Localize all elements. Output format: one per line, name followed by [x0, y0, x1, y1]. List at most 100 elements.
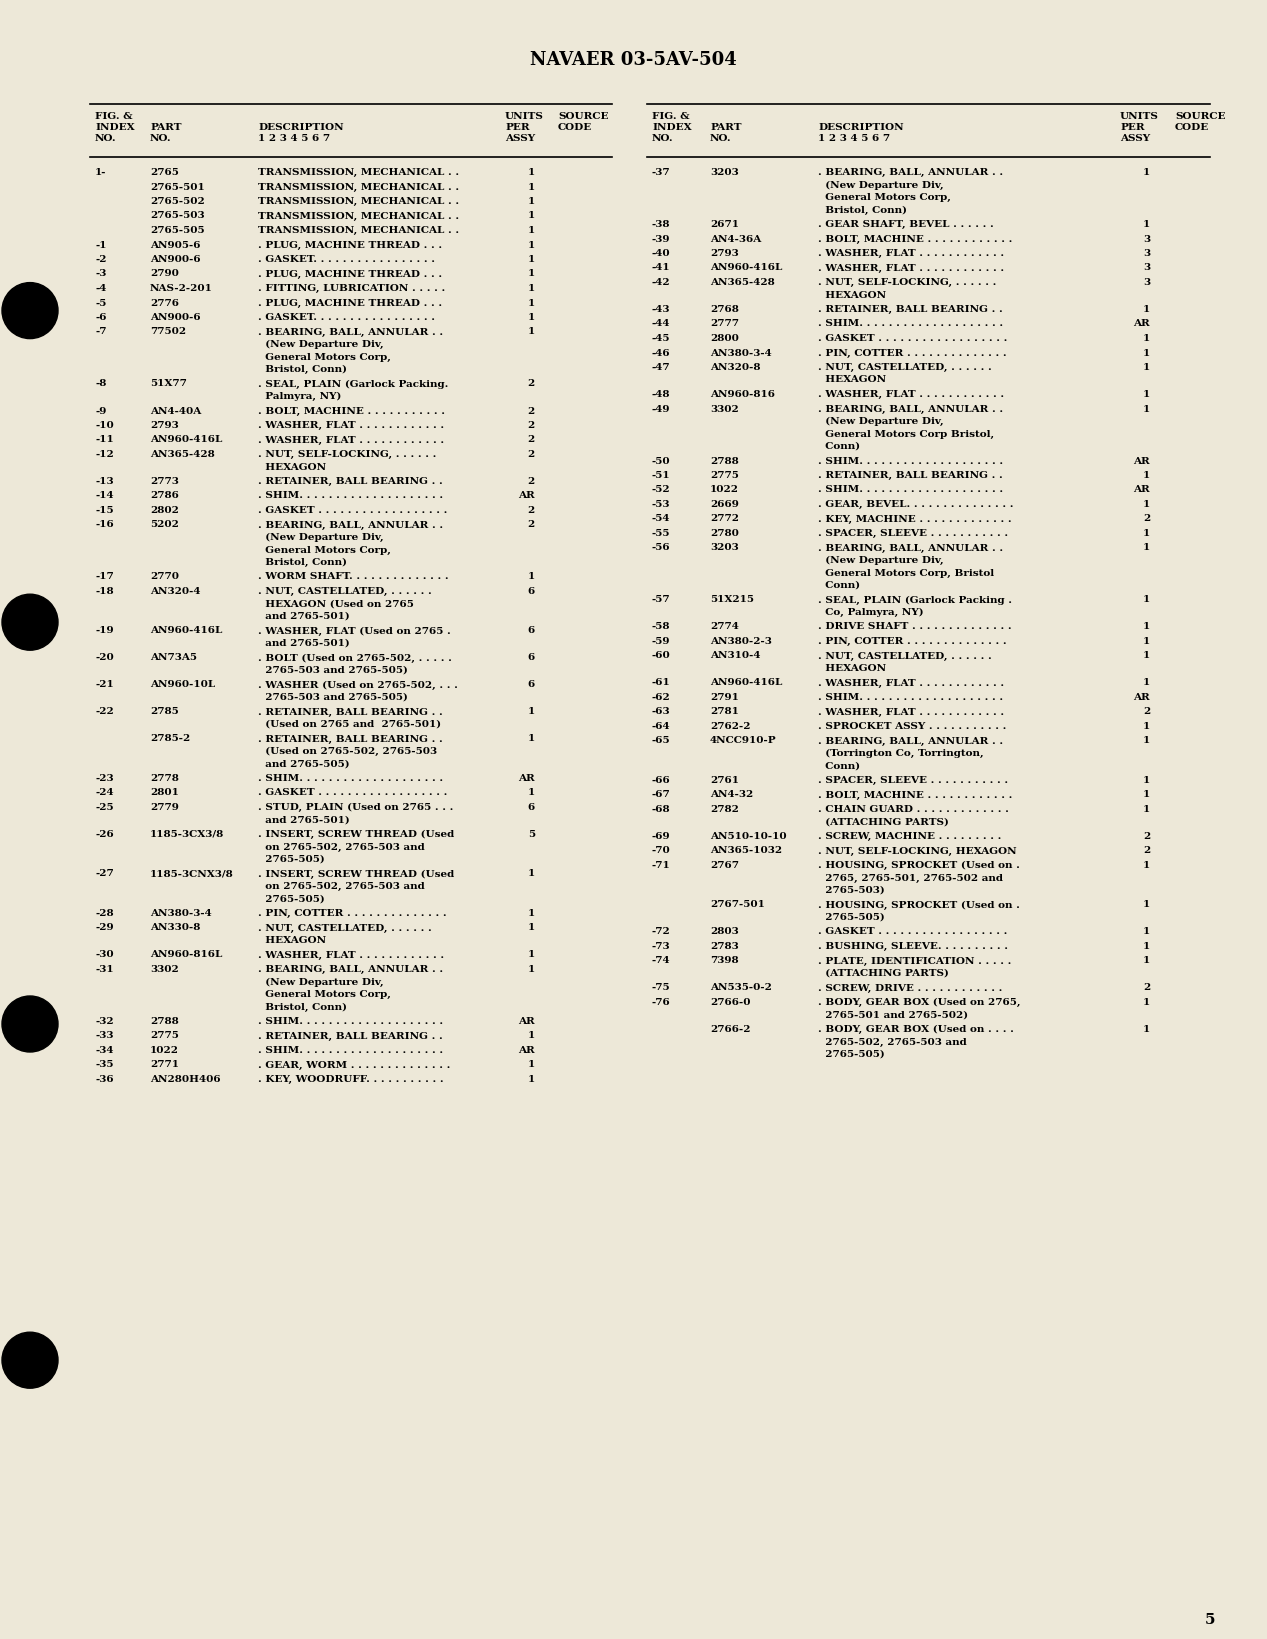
Text: 2775: 2775 — [710, 470, 739, 480]
Text: -9: -9 — [95, 406, 106, 415]
Text: Palmyra, NY): Palmyra, NY) — [258, 392, 341, 402]
Text: . SPROCKET ASSY . . . . . . . . . . .: . SPROCKET ASSY . . . . . . . . . . . — [818, 721, 1006, 731]
Text: 2767-501: 2767-501 — [710, 900, 765, 910]
Text: 3302: 3302 — [710, 405, 739, 413]
Text: 1: 1 — [528, 211, 535, 220]
Text: Conn): Conn) — [818, 580, 860, 590]
Text: -71: -71 — [653, 860, 670, 869]
Text: FIG. &: FIG. & — [653, 111, 689, 121]
Text: 2782: 2782 — [710, 805, 739, 813]
Text: 2781: 2781 — [710, 706, 739, 716]
Text: . WASHER (Used on 2765-502, . . .: . WASHER (Used on 2765-502, . . . — [258, 680, 457, 690]
Text: 1: 1 — [528, 923, 535, 933]
Text: 2762-2: 2762-2 — [710, 721, 750, 731]
Text: -24: -24 — [95, 788, 114, 797]
Text: (New Departure Div,: (New Departure Div, — [258, 339, 384, 349]
Text: 1: 1 — [1143, 405, 1150, 413]
Text: TRANSMISSION, MECHANICAL . .: TRANSMISSION, MECHANICAL . . — [258, 211, 459, 220]
Text: -17: -17 — [95, 572, 114, 582]
Text: 2765-503: 2765-503 — [150, 211, 205, 220]
Text: 1: 1 — [1143, 679, 1150, 687]
Text: -50: -50 — [653, 456, 670, 465]
Text: 2765-505): 2765-505) — [818, 913, 884, 921]
Text: 2780: 2780 — [710, 529, 739, 538]
Text: -40: -40 — [653, 249, 670, 257]
Text: 6: 6 — [528, 652, 535, 662]
Text: CODE: CODE — [557, 123, 592, 131]
Text: . NUT, CASTELLATED, . . . . . .: . NUT, CASTELLATED, . . . . . . — [258, 923, 432, 933]
Text: 1: 1 — [1143, 390, 1150, 398]
Text: . GASKET. . . . . . . . . . . . . . . . .: . GASKET. . . . . . . . . . . . . . . . … — [258, 313, 435, 321]
Text: AN380-3-4: AN380-3-4 — [710, 349, 772, 357]
Text: . GASKET . . . . . . . . . . . . . . . . . .: . GASKET . . . . . . . . . . . . . . . .… — [258, 788, 447, 797]
Text: AR: AR — [518, 1046, 535, 1054]
Text: 1: 1 — [528, 1031, 535, 1039]
Text: NO.: NO. — [710, 134, 731, 143]
Text: 1: 1 — [528, 269, 535, 279]
Text: 2765-502, 2765-503 and: 2765-502, 2765-503 and — [818, 1037, 967, 1046]
Text: -48: -48 — [653, 390, 670, 398]
Text: 1: 1 — [1143, 956, 1150, 965]
Text: . DRIVE SHAFT . . . . . . . . . . . . . .: . DRIVE SHAFT . . . . . . . . . . . . . … — [818, 623, 1011, 631]
Text: 2777: 2777 — [710, 320, 739, 328]
Text: -8: -8 — [95, 379, 106, 388]
Text: . FITTING, LUBRICATION . . . . .: . FITTING, LUBRICATION . . . . . — [258, 284, 445, 293]
Text: -1: -1 — [95, 241, 106, 249]
Text: (Used on 2765 and  2765-501): (Used on 2765 and 2765-501) — [258, 720, 441, 729]
Text: -41: -41 — [653, 264, 670, 272]
Text: 1: 1 — [528, 706, 535, 716]
Text: 2766-0: 2766-0 — [710, 998, 750, 1006]
Text: 2771: 2771 — [150, 1060, 179, 1069]
Text: (Used on 2765-502, 2765-503: (Used on 2765-502, 2765-503 — [258, 746, 437, 756]
Text: 3: 3 — [1143, 264, 1150, 272]
Text: AN960-416L: AN960-416L — [710, 264, 783, 272]
Text: . RETAINER, BALL BEARING . .: . RETAINER, BALL BEARING . . — [258, 706, 442, 716]
Text: 2: 2 — [1143, 983, 1150, 992]
Text: . SHIM. . . . . . . . . . . . . . . . . . . .: . SHIM. . . . . . . . . . . . . . . . . … — [818, 693, 1003, 701]
Text: . WASHER, FLAT . . . . . . . . . . . .: . WASHER, FLAT . . . . . . . . . . . . — [818, 264, 1005, 272]
Text: -28: -28 — [95, 908, 114, 918]
Text: -34: -34 — [95, 1046, 114, 1054]
Text: . NUT, CASTELLATED, . . . . . .: . NUT, CASTELLATED, . . . . . . — [818, 651, 992, 661]
Text: . PLUG, MACHINE THREAD . . .: . PLUG, MACHINE THREAD . . . — [258, 298, 442, 308]
Text: -39: -39 — [653, 234, 670, 243]
Text: 2765: 2765 — [150, 167, 179, 177]
Text: 2765-503): 2765-503) — [818, 885, 884, 895]
Text: AN310-4: AN310-4 — [710, 651, 760, 661]
Text: -70: -70 — [653, 846, 670, 856]
Text: . SCREW, DRIVE . . . . . . . . . . . .: . SCREW, DRIVE . . . . . . . . . . . . — [818, 983, 1002, 992]
Text: 2778: 2778 — [150, 774, 179, 782]
Text: 51X77: 51X77 — [150, 379, 186, 388]
Text: PART: PART — [710, 123, 741, 131]
Text: . SHIM. . . . . . . . . . . . . . . . . . . .: . SHIM. . . . . . . . . . . . . . . . . … — [258, 774, 443, 782]
Text: Co, Palmyra, NY): Co, Palmyra, NY) — [818, 608, 924, 616]
Text: AN4-36A: AN4-36A — [710, 234, 761, 243]
Text: . NUT, SELF-LOCKING, . . . . . .: . NUT, SELF-LOCKING, . . . . . . — [818, 279, 996, 287]
Text: 2793: 2793 — [710, 249, 739, 257]
Text: AN365-428: AN365-428 — [150, 449, 214, 459]
Text: PER: PER — [506, 123, 530, 131]
Text: (New Departure Div,: (New Departure Div, — [818, 416, 944, 426]
Text: 1: 1 — [1143, 775, 1150, 785]
Text: 2: 2 — [528, 379, 535, 388]
Text: -63: -63 — [653, 706, 670, 716]
Text: . SHIM. . . . . . . . . . . . . . . . . . . .: . SHIM. . . . . . . . . . . . . . . . . … — [818, 485, 1003, 495]
Text: . BODY, GEAR BOX (Used on . . . .: . BODY, GEAR BOX (Used on . . . . — [818, 1024, 1014, 1034]
Text: . NUT, CASTELLATED, . . . . . .: . NUT, CASTELLATED, . . . . . . — [258, 587, 432, 595]
Text: 1: 1 — [528, 734, 535, 742]
Text: AR: AR — [518, 1016, 535, 1026]
Text: . NUT, SELF-LOCKING, . . . . . .: . NUT, SELF-LOCKING, . . . . . . — [258, 449, 436, 459]
Text: 2788: 2788 — [710, 456, 739, 465]
Text: . WASHER, FLAT (Used on 2765 .: . WASHER, FLAT (Used on 2765 . — [258, 626, 451, 636]
Text: -13: -13 — [95, 477, 114, 485]
Text: 1: 1 — [1143, 805, 1150, 813]
Text: . WASHER, FLAT . . . . . . . . . . . .: . WASHER, FLAT . . . . . . . . . . . . — [258, 436, 445, 444]
Text: NAVAER 03-5AV-504: NAVAER 03-5AV-504 — [530, 51, 736, 69]
Text: 1022: 1022 — [150, 1046, 179, 1054]
Text: . SHIM. . . . . . . . . . . . . . . . . . . .: . SHIM. . . . . . . . . . . . . . . . . … — [258, 1046, 443, 1054]
Text: 1: 1 — [1143, 790, 1150, 798]
Text: . GASKET. . . . . . . . . . . . . . . . .: . GASKET. . . . . . . . . . . . . . . . … — [258, 254, 435, 264]
Text: . STUD, PLAIN (Used on 2765 . . .: . STUD, PLAIN (Used on 2765 . . . — [258, 803, 454, 811]
Text: -54: -54 — [653, 515, 670, 523]
Text: Conn): Conn) — [818, 760, 860, 770]
